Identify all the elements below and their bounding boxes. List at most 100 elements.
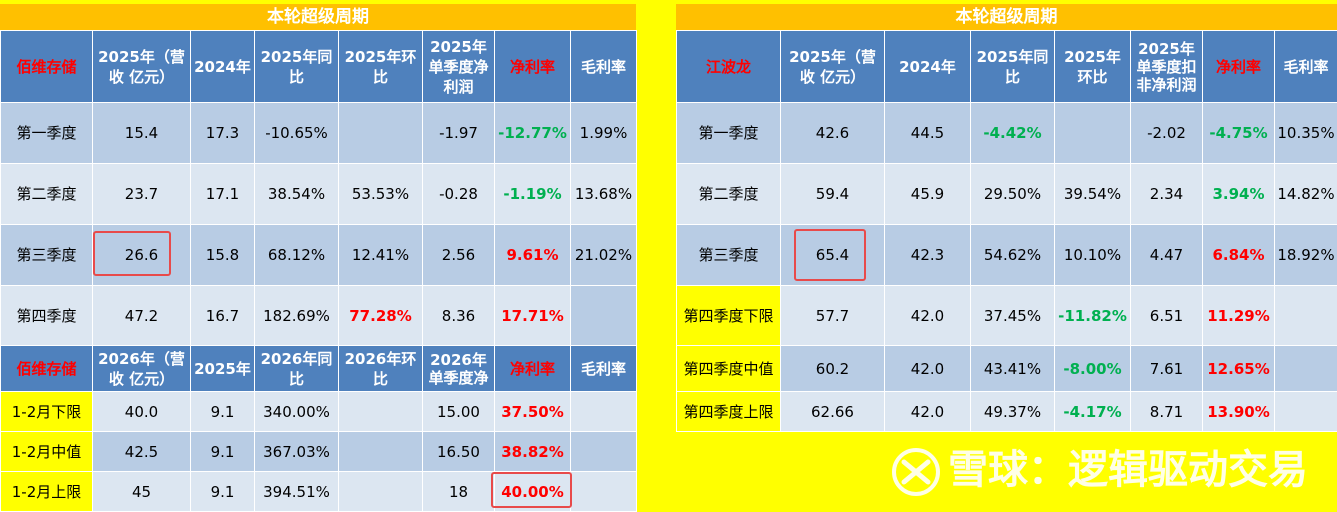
cell: 182.69% (255, 286, 339, 346)
col-header: 2026年同比 (255, 346, 339, 392)
company-name: 佰维存储 (1, 31, 93, 103)
cell (339, 432, 423, 472)
cell: 17.3 (191, 103, 255, 164)
cell: 37.45% (971, 286, 1055, 346)
cell (339, 392, 423, 432)
col-header: 2024年 (191, 31, 255, 103)
col-header: 净利率 (495, 346, 571, 392)
cell: 42.0 (885, 286, 971, 346)
col-header: 2026年单季度净 (423, 346, 495, 392)
cell (1275, 286, 1337, 346)
col-header: 毛利率 (571, 31, 637, 103)
cell: 10.35% (1275, 103, 1337, 164)
col-header: 净利率 (1203, 31, 1275, 103)
col-header: 2025年 (191, 346, 255, 392)
cell (571, 432, 637, 472)
cell: 6.84% (1203, 225, 1275, 286)
col-header: 2026年（营收 亿元） (93, 346, 191, 392)
cell: 62.66 (781, 392, 885, 432)
cell: -11.82% (1055, 286, 1131, 346)
cell: 9.61% (495, 225, 571, 286)
highlight-box (491, 472, 572, 508)
company-name: 江波龙 (677, 31, 781, 103)
col-header: 2024年 (885, 31, 971, 103)
cell: 38.82% (495, 432, 571, 472)
cell: 54.62% (971, 225, 1055, 286)
cell: -2.02 (1131, 103, 1203, 164)
col-header: 2025年同比 (255, 31, 339, 103)
cell (339, 472, 423, 512)
row-label: 第三季度 (677, 225, 781, 286)
cell: 60.2 (781, 346, 885, 392)
snowball-logo-icon (890, 446, 942, 498)
cell: -0.28 (423, 164, 495, 225)
cell: 37.50% (495, 392, 571, 432)
cell (571, 286, 637, 346)
cell: 10.10% (1055, 225, 1131, 286)
cell: 8.36 (423, 286, 495, 346)
row-label: 1-2月下限 (1, 392, 93, 432)
cell: 42.5 (93, 432, 191, 472)
cell: 29.50% (971, 164, 1055, 225)
cell: 394.51% (255, 472, 339, 512)
cell: 14.82% (1275, 164, 1337, 225)
cell: -12.77% (495, 103, 571, 164)
cell: 15.4 (93, 103, 191, 164)
col-header: 毛利率 (571, 346, 637, 392)
col-header: 2025年环比 (339, 31, 423, 103)
cell: 12.41% (339, 225, 423, 286)
cell (339, 103, 423, 164)
cell: 3.94% (1203, 164, 1275, 225)
cell (571, 392, 637, 432)
row-label: 第一季度 (677, 103, 781, 164)
cell: -4.42% (971, 103, 1055, 164)
highlight-box (794, 229, 866, 281)
cell: 38.54% (255, 164, 339, 225)
cell: 15.00 (423, 392, 495, 432)
cell: 68.12% (255, 225, 339, 286)
cell: 8.71 (1131, 392, 1203, 432)
highlight-box (93, 231, 171, 276)
cell: -1.19% (495, 164, 571, 225)
row-label: 第四季度 (1, 286, 93, 346)
right-title: 本轮超级周期 (676, 4, 1337, 30)
cell: 16.7 (191, 286, 255, 346)
company-name: 佰维存储 (1, 346, 93, 392)
left-table-2025: 佰维存储 2025年（营收 亿元） 2024年 2025年同比 2025年环比 … (0, 30, 637, 346)
cell: 49.37% (971, 392, 1055, 432)
cell: 12.65% (1203, 346, 1275, 392)
row-label: 第四季度上限 (677, 392, 781, 432)
cell: 45 (93, 472, 191, 512)
cell: -4.75% (1203, 103, 1275, 164)
cell (1275, 346, 1337, 392)
cell: 47.2 (93, 286, 191, 346)
row-label: 第四季度下限 (677, 286, 781, 346)
cell: 45.9 (885, 164, 971, 225)
cell: 42.6 (781, 103, 885, 164)
cell: 77.28% (339, 286, 423, 346)
cell: -1.97 (423, 103, 495, 164)
cell: 17.1 (191, 164, 255, 225)
row-label: 第四季度中值 (677, 346, 781, 392)
cell (571, 472, 637, 512)
cell: 23.7 (93, 164, 191, 225)
cell (1055, 103, 1131, 164)
cell: 6.51 (1131, 286, 1203, 346)
cell: 367.03% (255, 432, 339, 472)
cell: 40.0 (93, 392, 191, 432)
col-header: 2025年单季度净利润 (423, 31, 495, 103)
cell: 57.7 (781, 286, 885, 346)
row-label: 第一季度 (1, 103, 93, 164)
cell: 340.00% (255, 392, 339, 432)
col-header: 2025年单季度扣非净利润 (1131, 31, 1203, 103)
col-header: 净利率 (495, 31, 571, 103)
col-header: 2026年环比 (339, 346, 423, 392)
row-label: 第二季度 (1, 164, 93, 225)
cell: 53.53% (339, 164, 423, 225)
col-header: 2025年环比 (1055, 31, 1131, 103)
col-header: 2025年同比 (971, 31, 1055, 103)
row-label: 第三季度 (1, 225, 93, 286)
cell: 42.0 (885, 346, 971, 392)
cell: 16.50 (423, 432, 495, 472)
cell: 2.34 (1131, 164, 1203, 225)
